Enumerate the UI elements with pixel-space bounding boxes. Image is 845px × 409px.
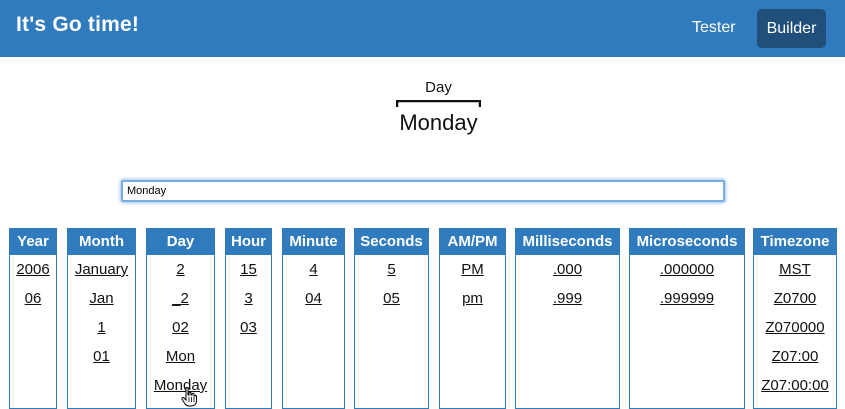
nav-tester-link[interactable]: Tester (692, 19, 736, 36)
column-milliseconds: Milliseconds .000 .999 (515, 228, 620, 409)
format-option[interactable]: pm (462, 290, 483, 307)
column-header: Minute (283, 228, 344, 255)
column-hour: Hour 15 3 03 (225, 228, 272, 409)
format-option[interactable]: 4 (309, 261, 318, 278)
preview-bracket (396, 100, 481, 107)
column-year: Year 2006 06 (9, 228, 57, 409)
column-option-list: January Jan 1 01 (68, 255, 135, 375)
format-option[interactable]: 5 (387, 261, 396, 278)
column-header: Milliseconds (516, 228, 619, 255)
column-microseconds: Microseconds .000000 .999999 (629, 228, 745, 409)
format-option[interactable]: .000000 (659, 261, 715, 278)
preview-formatted-value: Monday (399, 110, 478, 135)
column-option-list: 2006 06 (10, 255, 56, 317)
column-option-list: 5 05 (355, 255, 428, 317)
app-title[interactable]: It's Go time! (16, 13, 140, 36)
column-header: Timezone (754, 228, 836, 255)
format-option[interactable]: MST (779, 261, 811, 278)
format-option[interactable]: 06 (24, 290, 42, 307)
hand-pointer-cursor-icon (181, 387, 197, 407)
column-option-list: 2 _2 02 Mon Monday (147, 255, 214, 404)
format-option[interactable]: Mon (165, 348, 196, 365)
format-option[interactable]: 2 (176, 261, 185, 278)
column-header: Seconds (355, 228, 428, 255)
format-option[interactable]: 3 (244, 290, 253, 307)
top-navbar: It's Go time! Tester Builder (0, 0, 845, 57)
format-input-wrapper (121, 180, 725, 202)
format-option[interactable]: Z0700 (773, 290, 817, 307)
format-option[interactable]: 2006 (16, 261, 50, 278)
column-header: Year (10, 228, 56, 255)
column-option-list: 4 04 (283, 255, 344, 317)
column-option-list: PM pm (440, 255, 505, 317)
format-option[interactable]: Z07:00 (771, 348, 819, 365)
column-timezone: Timezone MST Z0700 Z070000 Z07:00 Z07:00:00 (753, 228, 837, 409)
nav-builder-button[interactable]: Builder (757, 9, 826, 48)
format-option[interactable]: 05 (383, 290, 400, 307)
format-option[interactable]: .999 (552, 290, 583, 307)
format-option[interactable]: Jan (89, 290, 114, 307)
preview-component-label: Day (425, 79, 452, 96)
column-header: AM/PM (440, 228, 505, 255)
column-month: Month January Jan 1 01 (67, 228, 136, 409)
format-option[interactable]: 02 (172, 319, 189, 336)
column-option-list: MST Z0700 Z070000 Z07:00 Z07:00:00 (754, 255, 836, 404)
format-option[interactable]: 01 (93, 348, 110, 365)
format-option[interactable]: PM (461, 261, 484, 278)
column-option-list: 15 3 03 (226, 255, 271, 346)
format-option[interactable]: .999999 (659, 290, 715, 307)
format-option[interactable]: 15 (240, 261, 257, 278)
column-option-list: .000000 .999999 (630, 255, 744, 317)
format-option[interactable]: Z07:00:00 (761, 377, 829, 394)
format-option[interactable]: 04 (305, 290, 322, 307)
format-option[interactable]: .000 (552, 261, 583, 278)
format-option[interactable]: 03 (240, 319, 257, 336)
format-option[interactable]: _2 (172, 290, 189, 307)
format-option[interactable]: January (74, 261, 129, 278)
format-option[interactable]: 1 (97, 319, 106, 336)
column-header: Hour (226, 228, 271, 255)
column-day: Day 2 _2 02 Mon Monday (146, 228, 215, 409)
column-minute: Minute 4 04 (282, 228, 345, 409)
column-seconds: Seconds 5 05 (354, 228, 429, 409)
column-header: Day (147, 228, 214, 255)
column-am-pm: AM/PM PM pm (439, 228, 506, 409)
column-option-list: .000 .999 (516, 255, 619, 317)
column-header: Month (68, 228, 135, 255)
format-option[interactable]: Monday (153, 377, 208, 394)
format-option[interactable]: Z070000 (765, 319, 825, 336)
format-string-input[interactable] (121, 180, 725, 202)
column-header: Microseconds (630, 228, 744, 255)
